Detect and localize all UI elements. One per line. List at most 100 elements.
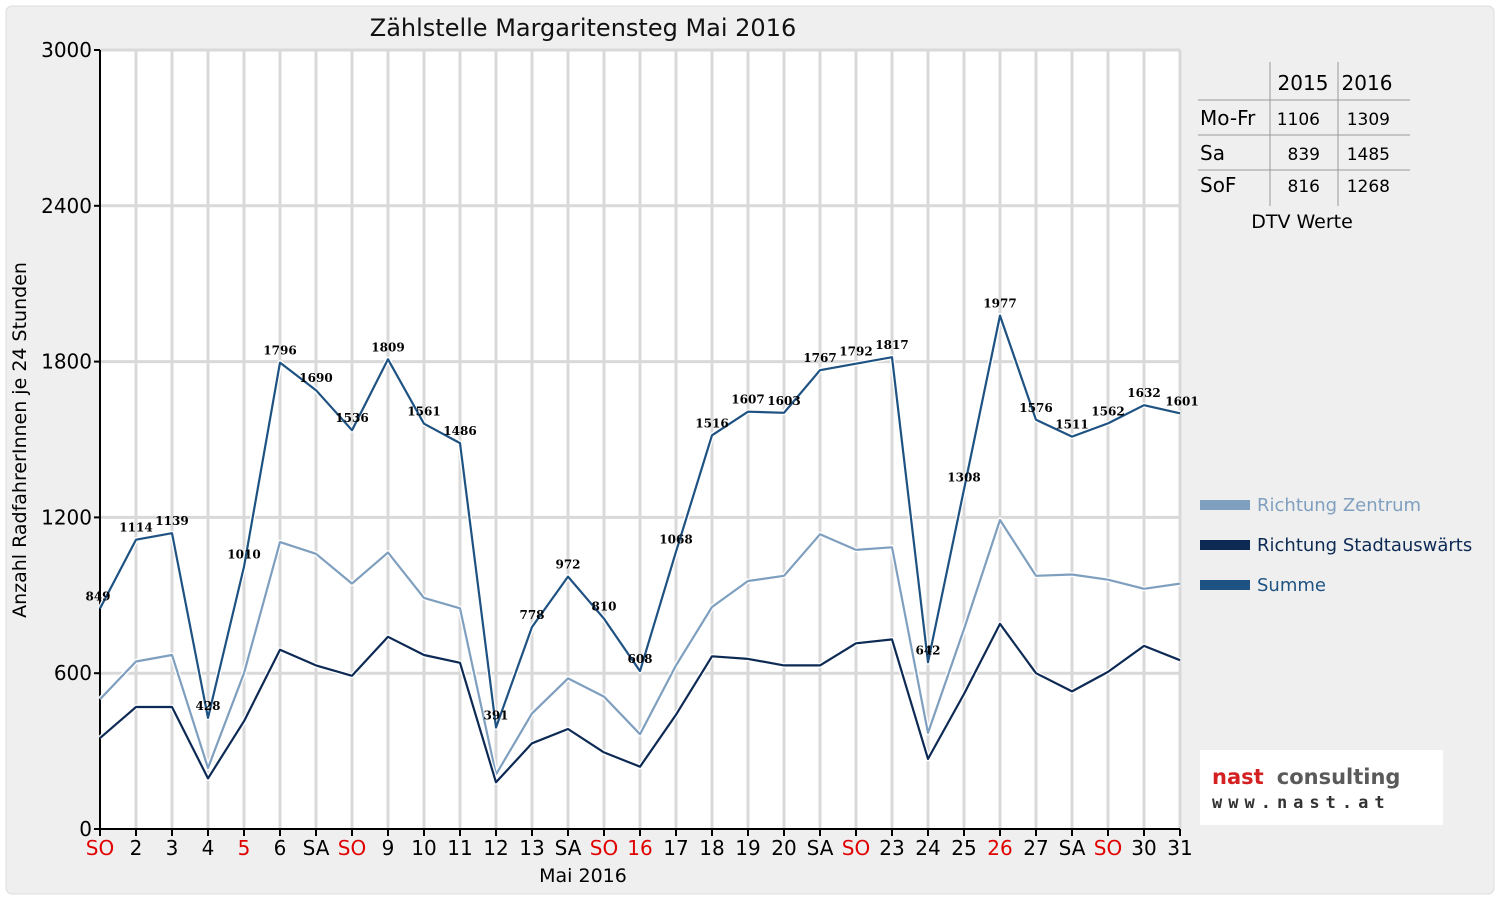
dtv-table: 2015 2016 Mo-Fr 1106 1309 Sa 839 1485 So… xyxy=(1198,62,1410,233)
data-label: 1603 xyxy=(767,394,800,408)
x-tick-label: 24 xyxy=(915,836,940,860)
x-tick-label: 10 xyxy=(411,836,436,860)
logo-wordmark: nast consulting xyxy=(1212,765,1400,789)
y-tick-label: 1800 xyxy=(41,350,92,374)
data-label: 1561 xyxy=(407,405,440,419)
logo-part1: nast xyxy=(1212,765,1264,789)
data-label: 1139 xyxy=(155,514,188,528)
x-tick-label: SA xyxy=(807,836,834,860)
x-tick-label: 12 xyxy=(483,836,508,860)
data-label: 1516 xyxy=(695,416,728,430)
data-label: 1792 xyxy=(839,345,872,359)
x-tick-label: 2 xyxy=(130,836,143,860)
table-header-2016: 2016 xyxy=(1342,71,1393,95)
series-line-1 xyxy=(99,622,1181,784)
table-cell: 816 xyxy=(1288,177,1320,197)
x-tick-label: 9 xyxy=(382,836,395,860)
x-tick-label: 18 xyxy=(699,836,724,860)
data-label: 1486 xyxy=(443,424,476,438)
legend-label-stadtauswaerts: Richtung Stadtauswärts xyxy=(1257,535,1472,556)
table-cell: 1106 xyxy=(1277,110,1320,130)
data-label: 1114 xyxy=(119,521,152,535)
x-tick-label: 11 xyxy=(447,836,472,860)
table-cell: 1268 xyxy=(1347,177,1390,197)
legend-swatch-stadtauswaerts xyxy=(1200,540,1250,550)
data-label: 1010 xyxy=(227,548,260,562)
data-label: 1511 xyxy=(1055,418,1088,432)
data-label: 849 xyxy=(85,590,110,604)
x-tick-label: 25 xyxy=(951,836,976,860)
x-tick-label: 3 xyxy=(166,836,179,860)
data-label: 1562 xyxy=(1091,404,1124,418)
data-label: 1607 xyxy=(731,393,764,407)
table-header-2015: 2015 xyxy=(1278,71,1329,95)
data-label: 1536 xyxy=(335,411,368,425)
x-tick-label: 23 xyxy=(879,836,904,860)
logo-background xyxy=(1200,750,1443,825)
data-label: 1308 xyxy=(947,470,980,484)
table-row-label: Sa xyxy=(1200,141,1225,165)
series-line-0 xyxy=(99,518,1181,776)
x-tick-label: 4 xyxy=(202,836,215,860)
legend: Richtung Zentrum Richtung Stadtauswärts … xyxy=(1200,495,1472,596)
data-label: 1809 xyxy=(371,340,404,354)
y-tick-label: 600 xyxy=(54,661,92,685)
data-label: 1977 xyxy=(983,297,1016,311)
data-label: 608 xyxy=(627,652,652,666)
table-row-label: Mo-Fr xyxy=(1200,106,1256,130)
table-cell: 1485 xyxy=(1347,145,1390,165)
data-label: 1767 xyxy=(803,351,836,365)
x-tick-label: SO xyxy=(86,836,114,860)
table-cell: 1309 xyxy=(1347,110,1390,130)
data-label: 1690 xyxy=(299,371,332,385)
data-label: 1576 xyxy=(1019,401,1052,415)
x-tick-label: SA xyxy=(303,836,330,860)
logo-url: www.nast.at xyxy=(1212,793,1391,813)
y-tick-label: 3000 xyxy=(41,38,92,62)
legend-label-zentrum: Richtung Zentrum xyxy=(1257,495,1421,516)
x-tick-label: 19 xyxy=(735,836,760,860)
legend-label-summe: Summe xyxy=(1257,575,1326,596)
y-tick-label: 1200 xyxy=(41,505,92,529)
data-label: 428 xyxy=(195,699,220,713)
series-line-2 xyxy=(99,314,1181,729)
data-label: 1817 xyxy=(875,338,908,352)
data-label: 810 xyxy=(591,600,616,614)
table-cell: 839 xyxy=(1288,145,1320,165)
logo-part2: consulting xyxy=(1277,765,1401,789)
x-tick-label: 30 xyxy=(1131,836,1156,860)
x-tick-label: SA xyxy=(1059,836,1086,860)
y-axis-title: Anzahl RadfahrerInnen je 24 Stunden xyxy=(9,262,31,618)
data-label: 391 xyxy=(483,708,508,722)
company-logo: nast consulting www.nast.at xyxy=(1200,750,1443,825)
x-tick-label: SO xyxy=(1094,836,1122,860)
y-tick-label: 0 xyxy=(79,817,92,841)
x-tick-label: 20 xyxy=(771,836,796,860)
x-tick-label: 27 xyxy=(1023,836,1048,860)
x-tick-label: SA xyxy=(555,836,582,860)
grid xyxy=(100,48,1182,829)
data-label: 1632 xyxy=(1127,386,1160,400)
x-tick-label: 26 xyxy=(987,836,1012,860)
x-tick-label: SO xyxy=(590,836,618,860)
data-label: 1601 xyxy=(1165,394,1198,408)
y-tick-label: 2400 xyxy=(41,194,92,218)
chart-title: Zählstelle Margaritensteg Mai 2016 xyxy=(370,14,797,42)
x-tick-label: SO xyxy=(842,836,870,860)
series-layer xyxy=(97,313,1181,785)
data-label: 642 xyxy=(915,643,940,657)
data-label: 1796 xyxy=(263,344,296,358)
data-label: 778 xyxy=(519,608,544,622)
table-row-label: SoF xyxy=(1200,173,1236,197)
x-tick-label: 13 xyxy=(519,836,544,860)
x-tick-label: 5 xyxy=(238,836,251,860)
data-label: 1068 xyxy=(659,533,692,547)
x-axis-title: Mai 2016 xyxy=(539,865,627,887)
x-tick-label: SO xyxy=(338,836,366,860)
x-tick-label: 16 xyxy=(627,836,652,860)
x-tick-label: 6 xyxy=(274,836,287,860)
